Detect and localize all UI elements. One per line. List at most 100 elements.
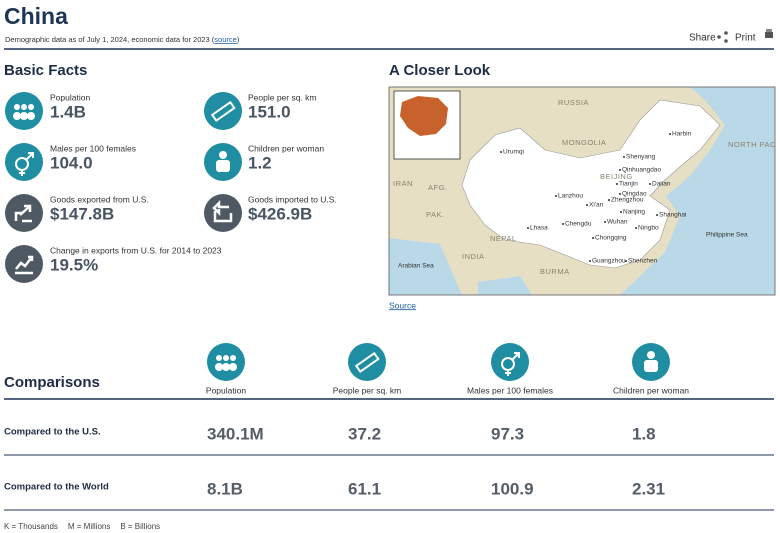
column-label: Population (206, 385, 246, 395)
map-label: BURMA (540, 267, 570, 276)
icon (5, 194, 43, 232)
icon-circle (204, 92, 242, 130)
icon-glyph (20, 112, 28, 120)
map-frame (388, 86, 776, 296)
fact-label: Goods exported from U.S. (50, 194, 149, 204)
row-label: Compared to the World (4, 482, 109, 493)
section-title: Comparisons (4, 374, 100, 391)
icon-glyph (27, 112, 35, 120)
city-dot (589, 260, 591, 262)
icon-glyph (15, 255, 34, 275)
icon-circle (204, 194, 242, 232)
map-label: Lhasa (530, 225, 548, 232)
row-value: 97.3 (491, 424, 524, 443)
fact-value: 1.4B (50, 102, 86, 121)
page-title: China (4, 3, 68, 29)
map-label: PAK. (426, 210, 445, 219)
map-label: Chongqing (595, 235, 627, 242)
icon (207, 343, 245, 381)
icon-glyph (28, 104, 34, 110)
map-label: Shenzhen (628, 258, 658, 265)
icon-glyph (210, 100, 236, 122)
footer-note: B = Billions (120, 522, 160, 531)
icon-glyph (229, 363, 237, 371)
map-label: Lanzhou (558, 193, 583, 200)
icon-circle (207, 343, 245, 381)
map: RUSSIAMONGOLIAHarbinShenyangQinhuangdaoB… (389, 87, 780, 295)
source-link[interactable]: source (214, 35, 237, 44)
map-label: Harbin (672, 131, 692, 138)
icon-circle (5, 143, 43, 181)
city-dot (604, 221, 606, 223)
city-dot (586, 204, 588, 206)
icon-glyph (215, 363, 223, 371)
map-label: AFG. (428, 183, 448, 192)
icon-circle (348, 343, 386, 381)
section-title: Basic Facts (4, 62, 87, 79)
icon-glyph (216, 355, 222, 361)
share-button[interactable]: Share (689, 33, 716, 44)
fact-label: Population (50, 92, 90, 102)
icon-glyph (13, 112, 21, 120)
map-label: Qinhuangdao (622, 167, 661, 174)
share-icon (717, 31, 728, 43)
icon-circle (491, 343, 529, 381)
subtitle: Demographic data as of July 1, 2024, eco… (5, 35, 240, 44)
icon-circle (5, 92, 43, 130)
map-label: Qingdao (622, 191, 647, 198)
map-label: Nanjing (623, 209, 645, 216)
city-dot (619, 193, 621, 195)
map-label: NEPAL (490, 234, 517, 243)
city-dot (619, 169, 621, 171)
fact-label: Children per woman (248, 143, 324, 153)
map-label: Philippine Sea (706, 232, 748, 239)
fact-label: Goods imported to U.S. (248, 194, 337, 204)
row-value: 1.8 (632, 424, 656, 443)
icon-glyph (223, 355, 229, 361)
icon (5, 245, 43, 283)
map-label: IRAN (393, 179, 413, 188)
map-label: Wuhan (607, 219, 628, 226)
icon (5, 143, 43, 181)
row-value: 8.1B (207, 479, 243, 498)
subtitle-end: ) (237, 35, 240, 44)
city-dot (625, 260, 627, 262)
map-label: Arabian Sea (398, 263, 434, 270)
fact-label: Change in exports from U.S. for 2014 to … (50, 245, 222, 255)
city-dot (555, 195, 557, 197)
map-label: Xi'an (589, 202, 604, 209)
map-label: Urumqi (503, 149, 524, 156)
fact-value: $147.8B (50, 204, 114, 223)
row-value: 61.1 (348, 479, 381, 498)
fact-value: 19.5% (50, 255, 98, 274)
icon-glyph (505, 352, 520, 376)
city-dot (616, 183, 618, 185)
icon-glyph (216, 160, 230, 172)
map-label: Guangzhou (592, 258, 626, 265)
icon (491, 343, 529, 381)
icon-glyph (21, 104, 27, 110)
fact-label: Males per 100 females (50, 143, 136, 153)
city-dot (592, 237, 594, 239)
footer-note: K = Thousands (4, 522, 58, 531)
city-dot (500, 151, 502, 153)
icon (204, 143, 242, 181)
city-dot (562, 223, 564, 225)
print-button[interactable]: Print (735, 33, 756, 44)
icon-glyph (222, 363, 230, 371)
city-dot (656, 214, 658, 216)
fact-value: 151.0 (248, 102, 291, 121)
icon (204, 194, 242, 232)
icon-glyph (19, 152, 34, 176)
city-dot (527, 227, 529, 229)
print-icon (765, 29, 773, 38)
city-dot (669, 133, 671, 135)
icon-glyph (14, 104, 20, 110)
city-dot (620, 211, 622, 213)
map-label: INDIA (462, 252, 485, 261)
map-source-link[interactable]: Source (389, 300, 416, 310)
fact-value: 104.0 (50, 153, 93, 172)
city-dot (608, 199, 610, 201)
map-label: NORTH PACIFIC OCEAN (728, 140, 780, 149)
